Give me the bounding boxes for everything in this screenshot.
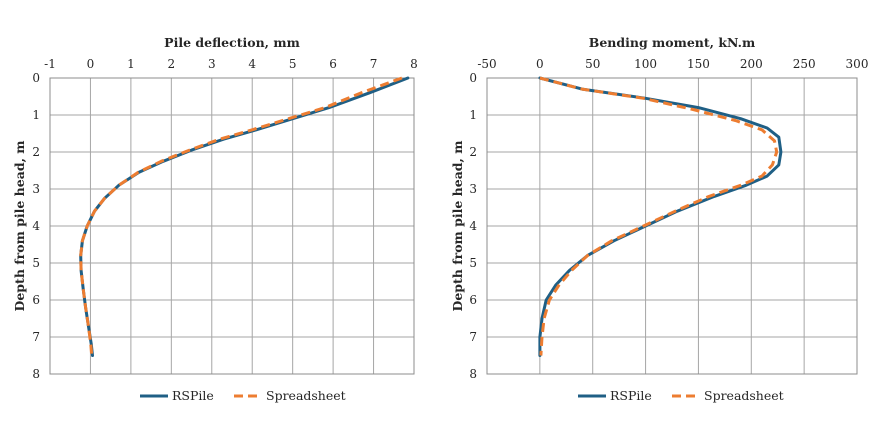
y-tick-label: 5	[32, 256, 40, 270]
y-axis-label: Depth from pile head, m	[12, 141, 27, 312]
x-tick-label: 50	[585, 57, 600, 71]
y-tick-label: 7	[32, 330, 40, 344]
x-tick-label: 250	[793, 57, 816, 71]
x-tick-label: 8	[410, 57, 418, 71]
x-tick-label: 0	[536, 57, 544, 71]
y-tick-label: 7	[469, 330, 477, 344]
x-tick-label: 2	[168, 57, 176, 71]
chart-title: Bending moment, kN.m	[589, 35, 755, 50]
y-tick-label: 5	[469, 256, 477, 270]
rspile-series-line	[79, 76, 410, 357]
y-tick-label: 4	[469, 219, 477, 233]
y-tick-label: 3	[469, 182, 477, 196]
plot-frame	[49, 77, 415, 375]
x-tick-label: 100	[634, 57, 657, 71]
y-tick-label: 6	[469, 293, 477, 307]
y-tick-label: 4	[32, 219, 40, 233]
legend-label: Spreadsheet	[704, 388, 784, 403]
y-axis-label: Depth from pile head, m	[450, 141, 465, 312]
y-tick-label: 3	[32, 182, 40, 196]
x-tick-label: 300	[846, 57, 869, 71]
x-tick-label: -50	[477, 57, 496, 71]
y-tick-label: 8	[469, 367, 477, 381]
y-tick-label: 1	[32, 108, 40, 122]
spreadsheet-series-line	[539, 76, 779, 356]
deflection-chart: -1 0 1 2 3 4 5 6 7 8 0 1 2 3 4 5 6 7 8 Pile deflection, mm D…	[12, 35, 418, 403]
legend-label: RSPile	[172, 388, 214, 403]
y-tick-label: 2	[32, 145, 40, 159]
x-tick-label: 1	[127, 57, 135, 71]
y-tick-label: 0	[469, 71, 477, 85]
x-tick-label: 200	[740, 57, 763, 71]
y-tick-label: 2	[469, 145, 477, 159]
y-tick-label: 8	[32, 367, 40, 381]
spreadsheet-series-line	[79, 76, 403, 356]
y-tick-label: 0	[32, 71, 40, 85]
chart-title: Pile deflection, mm	[164, 35, 300, 50]
y-tick-label: 1	[469, 108, 477, 122]
x-tick-label: 0	[87, 57, 95, 71]
legend-label: RSPile	[610, 388, 652, 403]
x-tick-label: -1	[44, 57, 56, 71]
x-tick-label: 4	[248, 57, 256, 71]
x-tick-label: 7	[370, 57, 378, 71]
x-tick-label: 5	[289, 57, 297, 71]
rspile-series-line	[538, 76, 783, 357]
plot-frame	[486, 77, 858, 375]
legend-label: Spreadsheet	[266, 388, 346, 403]
y-tick-label: 6	[32, 293, 40, 307]
x-tick-label: 6	[329, 57, 337, 71]
x-tick-label: 3	[208, 57, 216, 71]
x-tick-label: 150	[687, 57, 710, 71]
